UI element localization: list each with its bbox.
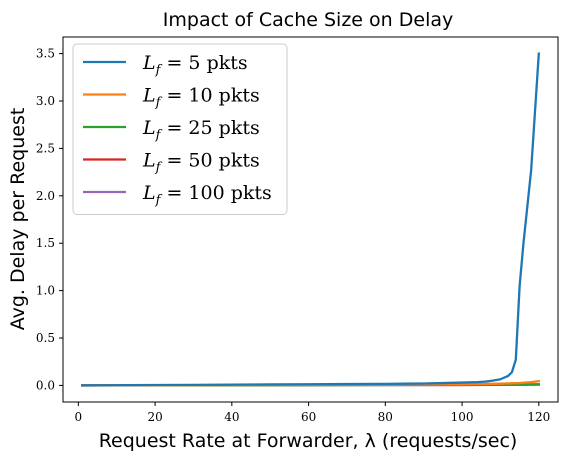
y-tick-label: 2.5 [36,141,55,155]
plot-area-frame [62,36,559,403]
y-tick-label: 3.5 [36,47,55,61]
y-tick-label: 0.0 [36,378,55,392]
y-axis-ticks: 0.0 0.5 1.0 1.5 2.0 2.5 3.0 3.5 [36,47,63,392]
legend-entry-0: Lf = 5 pkts [142,52,248,78]
x-tick-label: 120 [527,410,550,424]
legend: Lf = 5 pkts Lf = 10 pkts Lf = 25 pkts Lf = … [72,43,288,215]
chart-title: Impact of Cache Size on Delay [163,9,453,31]
x-tick-label: 80 [378,410,393,424]
legend-entry-1: Lf = 10 pkts [142,85,260,111]
x-tick-label: 100 [451,410,474,424]
legend-entry-4: Lf = 100 pkts [142,182,272,208]
series-layer [81,52,541,387]
legend-entry-3: Lf = 50 pkts [142,150,260,176]
y-tick-label: 0.5 [36,331,55,345]
y-tick-label: 3.0 [36,94,55,108]
y-tick-label: 1.0 [36,284,55,298]
x-axis-label: Request Rate at Forwarder, λ (requests/s… [99,430,518,452]
x-tick-label: 0 [75,410,83,424]
x-tick-label: 60 [301,410,316,424]
y-axis-label: Avg. Delay per Request [7,108,29,331]
y-tick-label: 2.0 [36,189,55,203]
legend-box [72,43,288,215]
legend-entry-2: Lf = 25 pkts [142,117,260,143]
y-tick-label: 1.5 [36,236,55,250]
series-line-0 [81,52,541,387]
x-axis-ticks: 0 20 40 60 80 100 120 [75,402,550,424]
x-tick-label: 40 [224,410,239,424]
x-tick-label: 20 [147,410,162,424]
